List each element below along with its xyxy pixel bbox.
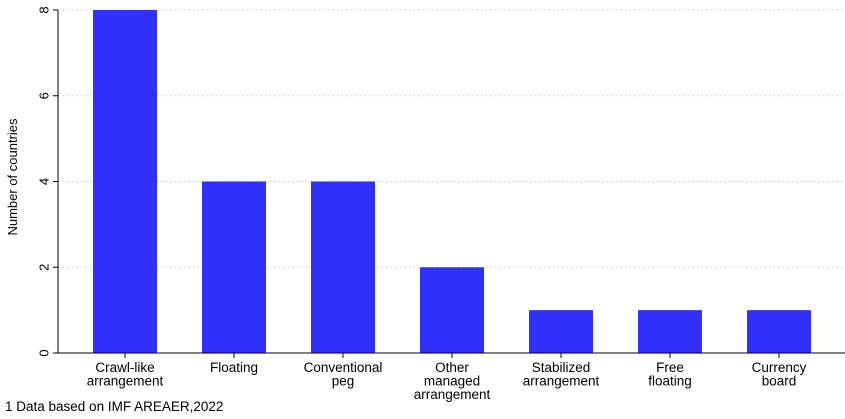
bars bbox=[93, 10, 811, 353]
bar bbox=[311, 181, 375, 353]
category-label: Other managed arrangement bbox=[414, 360, 491, 402]
category-label: Stabilized arrangement bbox=[523, 360, 600, 389]
y-axis-title: Number of countries bbox=[5, 118, 20, 236]
category-label: Crawl-like arrangement bbox=[87, 360, 164, 389]
y-tick-label: 6 bbox=[37, 92, 52, 99]
category-label: Conventional peg bbox=[304, 360, 383, 389]
bar bbox=[638, 310, 702, 353]
x-axis: Crawl-like arrangement Floating Conventiona… bbox=[58, 352, 845, 402]
y-tick-label: 2 bbox=[37, 264, 52, 271]
category-label: Floating bbox=[210, 360, 258, 375]
y-tick-label: 8 bbox=[37, 6, 52, 13]
source-note: 1 Data based on IMF AREAER,2022 bbox=[5, 399, 224, 414]
y-tick-label: 0 bbox=[37, 349, 52, 356]
y-tick-label: 4 bbox=[37, 178, 52, 185]
category-label: Currency board bbox=[752, 360, 807, 389]
y-axis: 0 2 4 6 8 bbox=[37, 6, 59, 357]
bar bbox=[747, 310, 811, 353]
bar bbox=[420, 267, 484, 353]
bar bbox=[93, 10, 157, 353]
gridlines bbox=[58, 9, 845, 268]
category-label: Free floating bbox=[648, 360, 692, 389]
bar bbox=[529, 310, 593, 353]
bar bbox=[202, 181, 266, 353]
